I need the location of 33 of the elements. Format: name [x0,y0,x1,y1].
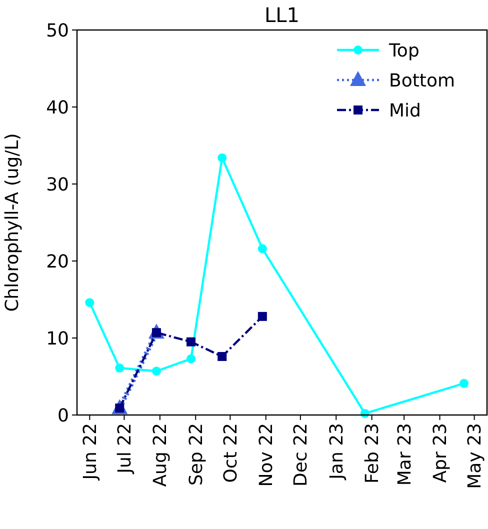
y-tick-label: 50 [46,20,69,42]
point [152,366,161,376]
point [85,298,94,308]
legend-label: Bottom [389,70,456,92]
x-tick-label: Oct 22 [220,423,242,483]
y-tick-label: 0 [58,405,69,426]
point [186,354,196,364]
x-tick-label: Jul 22 [114,423,136,474]
x-tick-label: Sep 22 [186,423,207,486]
point [459,378,468,388]
x-tick-label: Apr 23 [430,423,452,483]
x-tick-label: Jan 23 [326,423,348,480]
point [218,352,227,361]
y-tick-label: 20 [46,251,69,272]
legend-label: Top [388,40,420,62]
x-tick-label: Mar 23 [394,423,416,486]
x-tick-label: Jun 22 [80,423,101,481]
point [258,312,267,321]
x-tick-label: Aug 22 [150,423,172,487]
y-tick-label: 10 [46,328,69,350]
y-tick-label: 30 [46,174,69,196]
point [218,153,227,162]
y-tick-label: 40 [46,97,69,118]
x-tick-label: Feb 23 [362,423,384,484]
x-tick-label: Dec 22 [290,423,312,486]
x-tick-label: May 23 [464,423,486,489]
point [115,364,124,373]
point [258,244,267,254]
y-axis-title: Chlorophyll-A (ug/L) [2,133,23,312]
point [186,337,196,346]
legend-label: Mid [389,100,421,122]
chart-title: LL1 [264,3,300,27]
x-tick-label: Nov 22 [256,423,278,487]
